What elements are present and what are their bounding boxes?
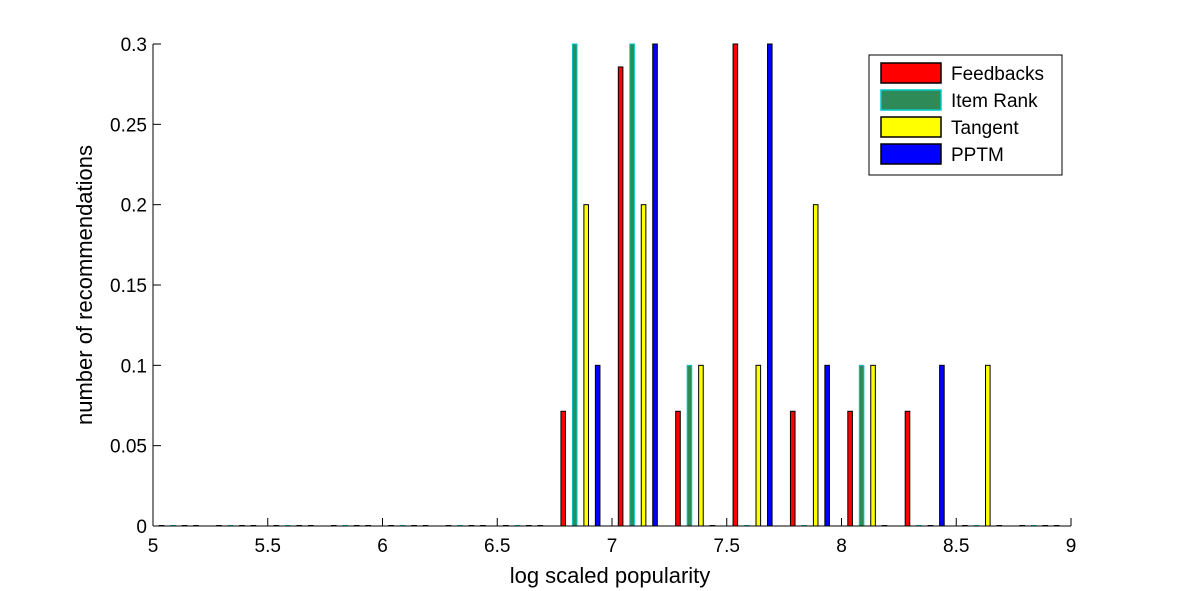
y-tick-label: 0.1 <box>121 356 147 377</box>
x-tick-label: 7.5 <box>714 536 740 557</box>
x-tick-label: 9 <box>1066 536 1077 557</box>
legend: Feedbacks Item Rank Tangent PPTM <box>868 54 1063 176</box>
bar-item-rank-bin-8 <box>629 43 635 527</box>
bar-pptm-bin-7 <box>594 364 601 527</box>
bar-feedbacks-bin-13 <box>904 410 911 527</box>
bar-tangent-bin-10 <box>755 364 762 527</box>
bar-feedbacks-bin-9 <box>675 410 681 527</box>
legend-swatch-pptm <box>880 143 942 165</box>
bar-item-rank-bin-12 <box>858 364 865 527</box>
x-tick-label: 5 <box>148 536 159 557</box>
y-tick-label: 0.2 <box>121 196 147 217</box>
bar-pptm-bin-8 <box>652 43 658 527</box>
bar-feedbacks-bin-8 <box>617 66 624 527</box>
x-tick-label: 7 <box>607 536 618 557</box>
legend-swatch-tangent <box>880 116 942 138</box>
y-tick-label: 0.15 <box>110 276 147 297</box>
x-tick-label: 8.5 <box>943 536 969 557</box>
legend-label-pptm: PPTM <box>951 145 1004 166</box>
bars-layer <box>158 43 1060 527</box>
bar-tangent-bin-7 <box>583 204 589 527</box>
bar-pptm-bin-10 <box>766 43 773 527</box>
y-tick-label: 0.05 <box>110 437 147 458</box>
x-tick-label: 6 <box>377 536 388 557</box>
legend-label-item-rank: Item Rank <box>951 91 1038 112</box>
bar-feedbacks-bin-12 <box>847 410 853 527</box>
bar-feedbacks-bin-7 <box>560 410 567 527</box>
bar-item-rank-bin-7 <box>571 43 578 527</box>
legend-label-feedbacks: Feedbacks <box>951 64 1044 85</box>
bar-tangent-bin-11 <box>812 204 819 527</box>
legend-swatch-item-rank <box>880 89 942 111</box>
bar-feedbacks-bin-10 <box>732 43 739 527</box>
bar-tangent-bin-8 <box>640 204 647 527</box>
y-tick-label: 0.3 <box>121 35 147 56</box>
y-tick-label: 0 <box>136 517 147 538</box>
bar-item-rank-bin-9 <box>686 364 693 527</box>
bar-tangent-bin-12 <box>870 364 876 527</box>
x-tick-label: 6.5 <box>484 536 510 557</box>
bar-tangent-bin-14 <box>985 364 991 527</box>
x-tick-label: 5.5 <box>255 536 281 557</box>
y-tick-label: 0.25 <box>110 115 147 136</box>
legend-swatch-feedbacks <box>880 62 942 84</box>
bar-pptm-bin-11 <box>824 364 830 527</box>
legend-label-tangent: Tangent <box>951 118 1019 139</box>
bar-pptm-bin-13 <box>939 364 945 527</box>
axes-layer: 5 5.5 6 6.5 7 7.5 8 8.5 9 0 0.05 0.1 0.15 0.2 0.25 0.3 <box>110 35 1076 557</box>
x-axis-title: log scaled popularity <box>510 563 711 588</box>
bar-tangent-bin-9 <box>698 364 704 527</box>
x-tick-label: 8 <box>836 536 847 557</box>
y-axis-title: number of recommendations <box>72 145 97 425</box>
bar-feedbacks-bin-11 <box>789 410 796 527</box>
